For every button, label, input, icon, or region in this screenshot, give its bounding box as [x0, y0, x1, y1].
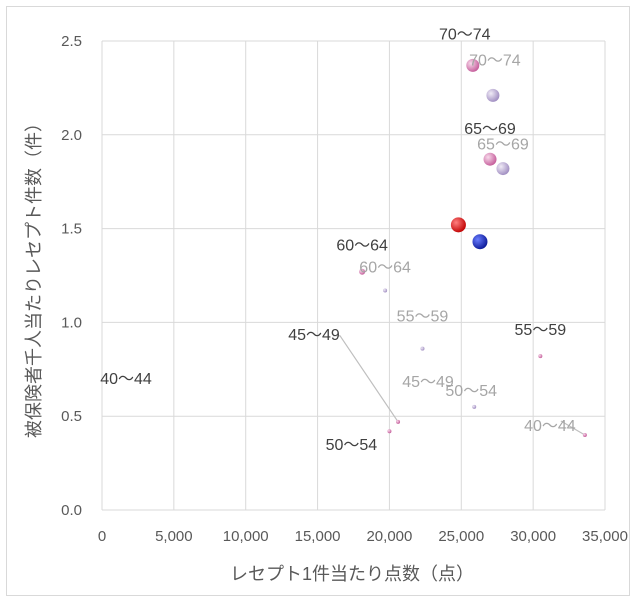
data-point — [466, 58, 480, 72]
data-point — [486, 88, 500, 102]
y-tick-label: 1.0 — [61, 314, 82, 331]
y-tick-label: 0.0 — [61, 502, 82, 519]
leader-lines — [333, 335, 586, 436]
data-label: 50〜54 — [445, 383, 497, 400]
gridlines — [101, 40, 606, 511]
data-label: 60〜64 — [336, 238, 388, 255]
data-point — [450, 217, 466, 233]
data-label: 65〜69 — [477, 137, 529, 154]
data-label: 50〜54 — [326, 437, 378, 454]
data-label: 70〜74 — [469, 52, 521, 69]
data-point — [359, 268, 366, 275]
data-label: 70〜74 — [439, 26, 491, 43]
x-axis-title: レセプト1件当たり点数（点） — [230, 564, 474, 584]
data-point — [387, 429, 392, 434]
x-tick-label: 0 — [98, 528, 106, 545]
data-point — [472, 404, 477, 409]
data-point — [582, 432, 587, 437]
y-tick-label: 2.0 — [61, 127, 82, 144]
data-point — [483, 152, 497, 166]
x-tick-label: 25,000 — [438, 528, 484, 545]
x-tick-label: 35,000 — [582, 528, 628, 545]
data-label: 45〜49 — [402, 374, 454, 391]
y-tick-label: 2.5 — [61, 33, 82, 50]
x-tick-label: 15,000 — [295, 528, 341, 545]
x-tick-label: 20,000 — [366, 528, 412, 545]
data-point — [420, 346, 425, 351]
data-label: 55〜59 — [397, 309, 449, 326]
data-point — [383, 288, 388, 293]
y-tick-labels: 0.0 0.5 1.0 1.5 2.0 2.5 — [61, 33, 82, 519]
data-label: 60〜64 — [359, 260, 411, 277]
data-point — [472, 234, 488, 250]
leader-line — [333, 335, 399, 423]
leader-line — [560, 420, 586, 436]
y-tick-label: 1.5 — [61, 221, 82, 238]
x-tick-label: 10,000 — [223, 528, 269, 545]
x-tick-label: 5,000 — [155, 528, 193, 545]
x-tick-label: 30,000 — [510, 528, 556, 545]
y-tick-label: 0.5 — [61, 408, 82, 425]
data-point — [538, 354, 543, 359]
data-label: 65〜69 — [464, 121, 516, 138]
x-tick-labels: 0 5,000 10,000 15,000 20,000 25,000 30,000 35,0… — [98, 528, 628, 545]
data-point — [396, 419, 401, 424]
y-axis-title: 被保険者千人当たりレセプト件数（件） — [24, 114, 44, 438]
data-label: 40〜44 — [100, 371, 152, 388]
data-points — [359, 58, 587, 437]
data-point — [496, 162, 510, 176]
data-label: 45〜49 — [288, 327, 340, 344]
data-label: 55〜59 — [515, 322, 567, 339]
data-label: 40〜44 — [524, 418, 576, 435]
